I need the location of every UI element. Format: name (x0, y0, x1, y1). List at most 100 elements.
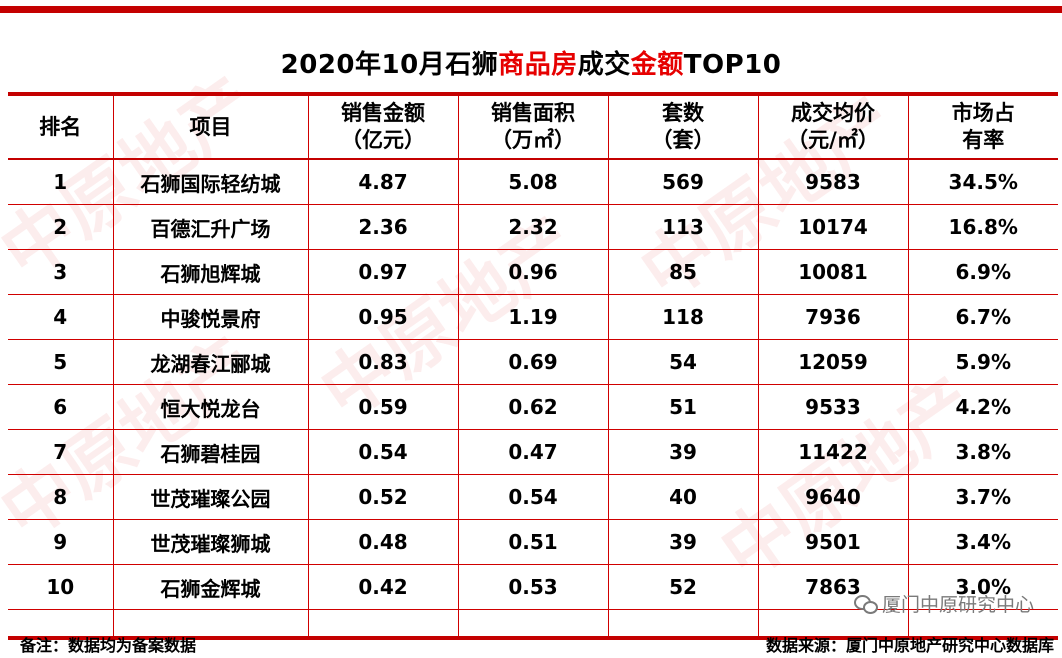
cell-price: 7936 (757, 294, 909, 340)
cell-area: 0.54 (457, 474, 609, 520)
header-share: 市场占 有率 (907, 96, 1058, 160)
account-name: 厦门中原研究中心 (881, 594, 1034, 616)
cell-project: 石狮碧桂园 (112, 429, 309, 475)
cell-area: 0.47 (457, 429, 609, 475)
footer-source: 数据来源：厦门中原地产研究中心数据库 (765, 636, 1054, 655)
cell-price: 9583 (757, 159, 909, 205)
footer-note: 备注：数据均为备案数据 (20, 636, 197, 655)
cell-price: 10174 (757, 204, 909, 250)
cell-area: 2.32 (457, 204, 609, 250)
cell-price: 7863 (757, 564, 909, 610)
cell-rank: 7 (8, 429, 114, 475)
cell-price: 12059 (757, 339, 909, 385)
table-row: 3 石狮旭辉城 0.97 0.96 85 10081 6.9% (8, 249, 1058, 295)
header-price: 成交均价 （元/㎡） (757, 96, 909, 160)
title-part-5: TOP10 (683, 50, 782, 80)
cell-units: 39 (607, 429, 759, 475)
cell-project: 龙湖春江郦城 (112, 339, 309, 385)
table-row: 8 世茂璀璨公园 0.52 0.54 40 9640 3.7% (8, 474, 1058, 520)
cell-project: 石狮旭辉城 (112, 249, 309, 295)
cell-amount: 0.83 (307, 339, 459, 385)
cell-area: 0.62 (457, 384, 609, 430)
cell-project: 世茂璀璨狮城 (112, 519, 309, 565)
cell-amount: 0.48 (307, 519, 459, 565)
cell-project: 世茂璀璨公园 (112, 474, 309, 520)
cell-units: 118 (607, 294, 759, 340)
table-header-row: 排名 项目 销售金额 （亿元） 销售面积 （万㎡） 套数 （套） 成交均价 （元/㎡） … (8, 96, 1058, 160)
table-row: 10 石狮金辉城 0.42 0.53 52 7863 3.0% (8, 564, 1058, 610)
cell-area: 5.08 (457, 159, 609, 205)
cell-units: 39 (607, 519, 759, 565)
cell-rank: 2 (8, 204, 114, 250)
cell-area: 0.96 (457, 249, 609, 295)
cell-amount: 0.59 (307, 384, 459, 430)
table-spacer-row (8, 609, 1058, 636)
cell-units: 40 (607, 474, 759, 520)
header-units: 套数 （套） (607, 96, 759, 160)
cell-price: 9533 (757, 384, 909, 430)
cell-rank: 3 (8, 249, 114, 295)
account-watermark: 厦门中原研究中心 (853, 590, 1034, 617)
cell-amount: 0.95 (307, 294, 459, 340)
cell-rank: 5 (8, 339, 114, 385)
cell-share: 5.9% (907, 339, 1058, 385)
title-part-1: 2020年10月石狮 (280, 50, 499, 80)
cell-project: 石狮国际轻纺城 (112, 159, 309, 205)
table-row: 2 百德汇升广场 2.36 2.32 113 10174 16.8% (8, 204, 1058, 250)
table-row: 9 世茂璀璨狮城 0.48 0.51 39 9501 3.4% (8, 519, 1058, 565)
cell-rank: 8 (8, 474, 114, 520)
table-row: 6 恒大悦龙台 0.59 0.62 51 9533 4.2% (8, 384, 1058, 430)
cell-rank: 4 (8, 294, 114, 340)
header-project: 项目 (112, 96, 309, 160)
cell-units: 52 (607, 564, 759, 610)
cell-amount: 2.36 (307, 204, 459, 250)
cell-project: 恒大悦龙台 (112, 384, 309, 430)
cell-units: 113 (607, 204, 759, 250)
cell-amount: 0.42 (307, 564, 459, 610)
header-area: 销售面积 （万㎡） (457, 96, 609, 160)
table-row: 5 龙湖春江郦城 0.83 0.69 54 12059 5.9% (8, 339, 1058, 385)
cell-price: 9501 (757, 519, 909, 565)
cell-area: 0.51 (457, 519, 609, 565)
title-part-3: 成交 (577, 50, 631, 80)
table-row: 4 中骏悦景府 0.95 1.19 118 7936 6.7% (8, 294, 1058, 340)
ranking-table: 排名 项目 销售金额 （亿元） 销售面积 （万㎡） 套数 （套） 成交均价 （元/㎡） … (8, 96, 1058, 636)
cell-units: 85 (607, 249, 759, 295)
cell-share: 3.8% (907, 429, 1058, 475)
cell-share: 34.5% (907, 159, 1058, 205)
cell-share: 16.8% (907, 204, 1058, 250)
title-part-2: 商品房 (498, 50, 578, 80)
wechat-icon (853, 594, 878, 614)
table-row: 1 石狮国际轻纺城 4.87 5.08 569 9583 34.5% (8, 159, 1058, 205)
cell-units: 54 (607, 339, 759, 385)
cell-project: 百德汇升广场 (112, 204, 309, 250)
cell-units: 51 (607, 384, 759, 430)
table-row: 7 石狮碧桂园 0.54 0.47 39 11422 3.8% (8, 429, 1058, 475)
cell-price: 11422 (757, 429, 909, 475)
cell-share: 3.0% (907, 564, 1058, 610)
title-part-4: 金额 (630, 50, 684, 80)
header-amount: 销售金额 （亿元） (307, 96, 459, 160)
cell-price: 10081 (757, 249, 909, 295)
cell-amount: 0.54 (307, 429, 459, 475)
cell-units: 569 (607, 159, 759, 205)
cell-project: 石狮金辉城 (112, 564, 309, 610)
cell-area: 0.69 (457, 339, 609, 385)
cell-share: 6.9% (907, 249, 1058, 295)
cell-share: 6.7% (907, 294, 1058, 340)
cell-rank: 10 (8, 564, 114, 610)
header-rank: 排名 (8, 96, 114, 160)
cell-share: 4.2% (907, 384, 1058, 430)
cell-amount: 0.97 (307, 249, 459, 295)
cell-rank: 6 (8, 384, 114, 430)
cell-rank: 1 (8, 159, 114, 205)
cell-amount: 4.87 (307, 159, 459, 205)
page-title: 2020年10月石狮商品房成交金额TOP10 (0, 44, 1062, 81)
cell-amount: 0.52 (307, 474, 459, 520)
cell-project: 中骏悦景府 (112, 294, 309, 340)
cell-price: 9640 (757, 474, 909, 520)
cell-share: 3.4% (907, 519, 1058, 565)
cell-rank: 9 (8, 519, 114, 565)
cell-area: 0.53 (457, 564, 609, 610)
